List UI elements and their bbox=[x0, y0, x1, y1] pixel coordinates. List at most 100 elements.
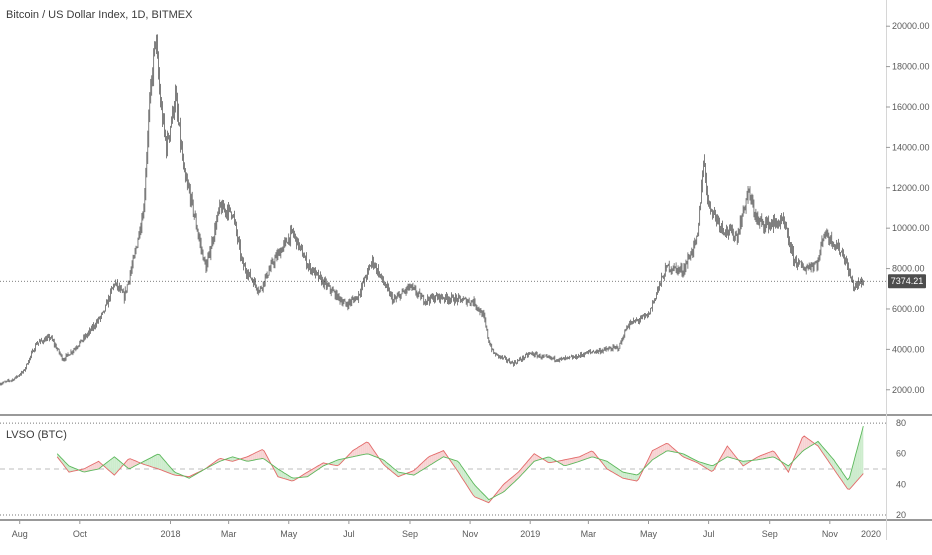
indicator-fill-segment bbox=[707, 464, 710, 471]
indicator-fill-segment bbox=[116, 458, 119, 473]
indicator-fill-segment bbox=[283, 472, 286, 480]
indicator-fill-segment bbox=[173, 470, 176, 476]
x-tick-label: Mar bbox=[581, 529, 597, 539]
indicator-fill-segment bbox=[419, 463, 422, 472]
indicator-fill-segment bbox=[165, 461, 168, 473]
x-tick-label: 2019 bbox=[520, 529, 540, 539]
indicator-fill-segment bbox=[593, 451, 596, 458]
indicator-fill-segment bbox=[632, 474, 635, 481]
x-tick-label: 2020 bbox=[861, 529, 881, 539]
y-tick-label: 4000.00 bbox=[892, 344, 925, 354]
x-tick-label: Nov bbox=[462, 529, 479, 539]
indicator-fill-segment bbox=[441, 450, 444, 458]
indicator-fill-segment bbox=[859, 433, 862, 479]
indicator-fill-segment bbox=[768, 451, 771, 458]
indicator-fill-segment bbox=[252, 453, 255, 461]
indicator-fill-segment bbox=[510, 476, 513, 486]
indicator-fill-segment bbox=[258, 450, 261, 460]
indicator-fill-segment bbox=[465, 471, 468, 486]
indicator-fill-segment bbox=[843, 474, 846, 487]
indicator-fill-segment bbox=[664, 443, 667, 453]
indicator-fill-segment bbox=[59, 455, 62, 462]
indicator-slow-line bbox=[56, 425, 864, 501]
indicator-fill-segment bbox=[368, 442, 371, 455]
indicator-fill-segment bbox=[246, 456, 249, 462]
indicator-y-tick-label: 80 bbox=[896, 418, 906, 428]
indicator-fill-segment bbox=[362, 443, 365, 455]
indicator-fill-segment bbox=[421, 461, 424, 471]
indicator-fill-segment bbox=[354, 448, 357, 457]
indicator-fill-segment bbox=[356, 446, 359, 456]
indicator-fill-segment bbox=[547, 457, 550, 463]
indicator-fill-segment bbox=[88, 465, 91, 472]
indicator-fill-segment bbox=[614, 466, 617, 475]
indicator-fill-segment bbox=[760, 454, 763, 460]
indicator-fill-segment bbox=[337, 459, 340, 466]
indicator-fill-segment bbox=[425, 457, 428, 468]
indicator-fill-segment bbox=[161, 457, 164, 471]
indicator-fill-segment bbox=[630, 473, 633, 481]
indicator-fill-segment bbox=[149, 457, 152, 467]
indicator-fill-segment bbox=[512, 475, 515, 484]
indicator-fill-segment bbox=[573, 457, 576, 464]
indicator-fill-segment bbox=[609, 462, 612, 472]
indicator-fill-segment bbox=[411, 470, 414, 476]
x-tick-label: Nov bbox=[822, 529, 839, 539]
indicator-fill-segment bbox=[855, 448, 858, 483]
indicator-fill-segment bbox=[516, 472, 519, 481]
indicator-fill-segment bbox=[802, 436, 805, 452]
indicator-fill-segment bbox=[398, 472, 401, 477]
indicator-fill-segment bbox=[628, 473, 631, 480]
indicator-fill-segment bbox=[132, 459, 135, 468]
indicator-fill-segment bbox=[110, 458, 113, 474]
indicator-fill-segment bbox=[603, 460, 606, 467]
indicator-fill-segment bbox=[467, 474, 470, 489]
indicator-fill-segment bbox=[155, 454, 158, 469]
x-tick-label: May bbox=[640, 529, 658, 539]
indicator-fill-segment bbox=[112, 456, 115, 476]
indicator-fill-segment bbox=[731, 451, 734, 459]
indicator-fill-segment bbox=[264, 450, 267, 461]
indicator-fast-line bbox=[56, 435, 864, 504]
indicator-fill-segment bbox=[250, 454, 253, 461]
indicator-fill-segment bbox=[382, 459, 385, 466]
indicator-fill-segment bbox=[457, 461, 460, 474]
indicator-fill-segment bbox=[607, 461, 610, 471]
indicator-fill-segment bbox=[565, 459, 568, 466]
last-price-label: 7374.21 bbox=[891, 276, 924, 286]
indicator-fill-segment bbox=[134, 460, 137, 467]
indicator-fill-segment bbox=[709, 465, 712, 472]
indicator-fill-segment bbox=[837, 465, 840, 478]
indicator-fill-segment bbox=[806, 437, 809, 449]
indicator-fill-segment bbox=[171, 468, 174, 475]
indicator-fill-segment bbox=[563, 459, 566, 466]
indicator-fill-segment bbox=[847, 477, 850, 490]
indicator-fill-segment bbox=[861, 426, 864, 476]
x-tick-label: Mar bbox=[221, 529, 237, 539]
indicator-fill-segment bbox=[648, 454, 651, 464]
y-tick-label: 16000.00 bbox=[892, 102, 930, 112]
indicator-fill-segment bbox=[504, 481, 507, 492]
indicator-fill-segment bbox=[230, 456, 233, 462]
y-tick-label: 14000.00 bbox=[892, 142, 930, 152]
x-tick-label: Sep bbox=[762, 529, 778, 539]
indicator-fill-segment bbox=[672, 447, 675, 452]
indicator-fill-segment bbox=[656, 447, 659, 458]
indicator-fill-segment bbox=[339, 459, 341, 465]
indicator-fill-segment bbox=[571, 457, 574, 464]
indicator-fill-segment bbox=[130, 458, 133, 469]
indicator-fill-segment bbox=[849, 470, 852, 490]
indicator-fill-segment bbox=[567, 458, 570, 466]
indicator-fill-segment bbox=[68, 465, 71, 473]
main-chart-title: Bitcoin / US Dollar Index, 1D, BITMEX bbox=[6, 9, 193, 21]
indicator-fill-segment bbox=[611, 464, 614, 473]
indicator-fill-segment bbox=[478, 489, 481, 500]
indicator-fill-segment bbox=[486, 497, 489, 503]
indicator-fill-segment bbox=[352, 449, 355, 457]
indicator-fill-segment bbox=[660, 445, 663, 455]
indicator-fill-segment bbox=[469, 477, 472, 492]
indicator-fill-segment bbox=[857, 440, 860, 481]
indicator-fill-segment bbox=[634, 474, 637, 482]
indicator-fill-segment bbox=[260, 449, 263, 459]
indicator-fill-segment bbox=[443, 450, 446, 458]
